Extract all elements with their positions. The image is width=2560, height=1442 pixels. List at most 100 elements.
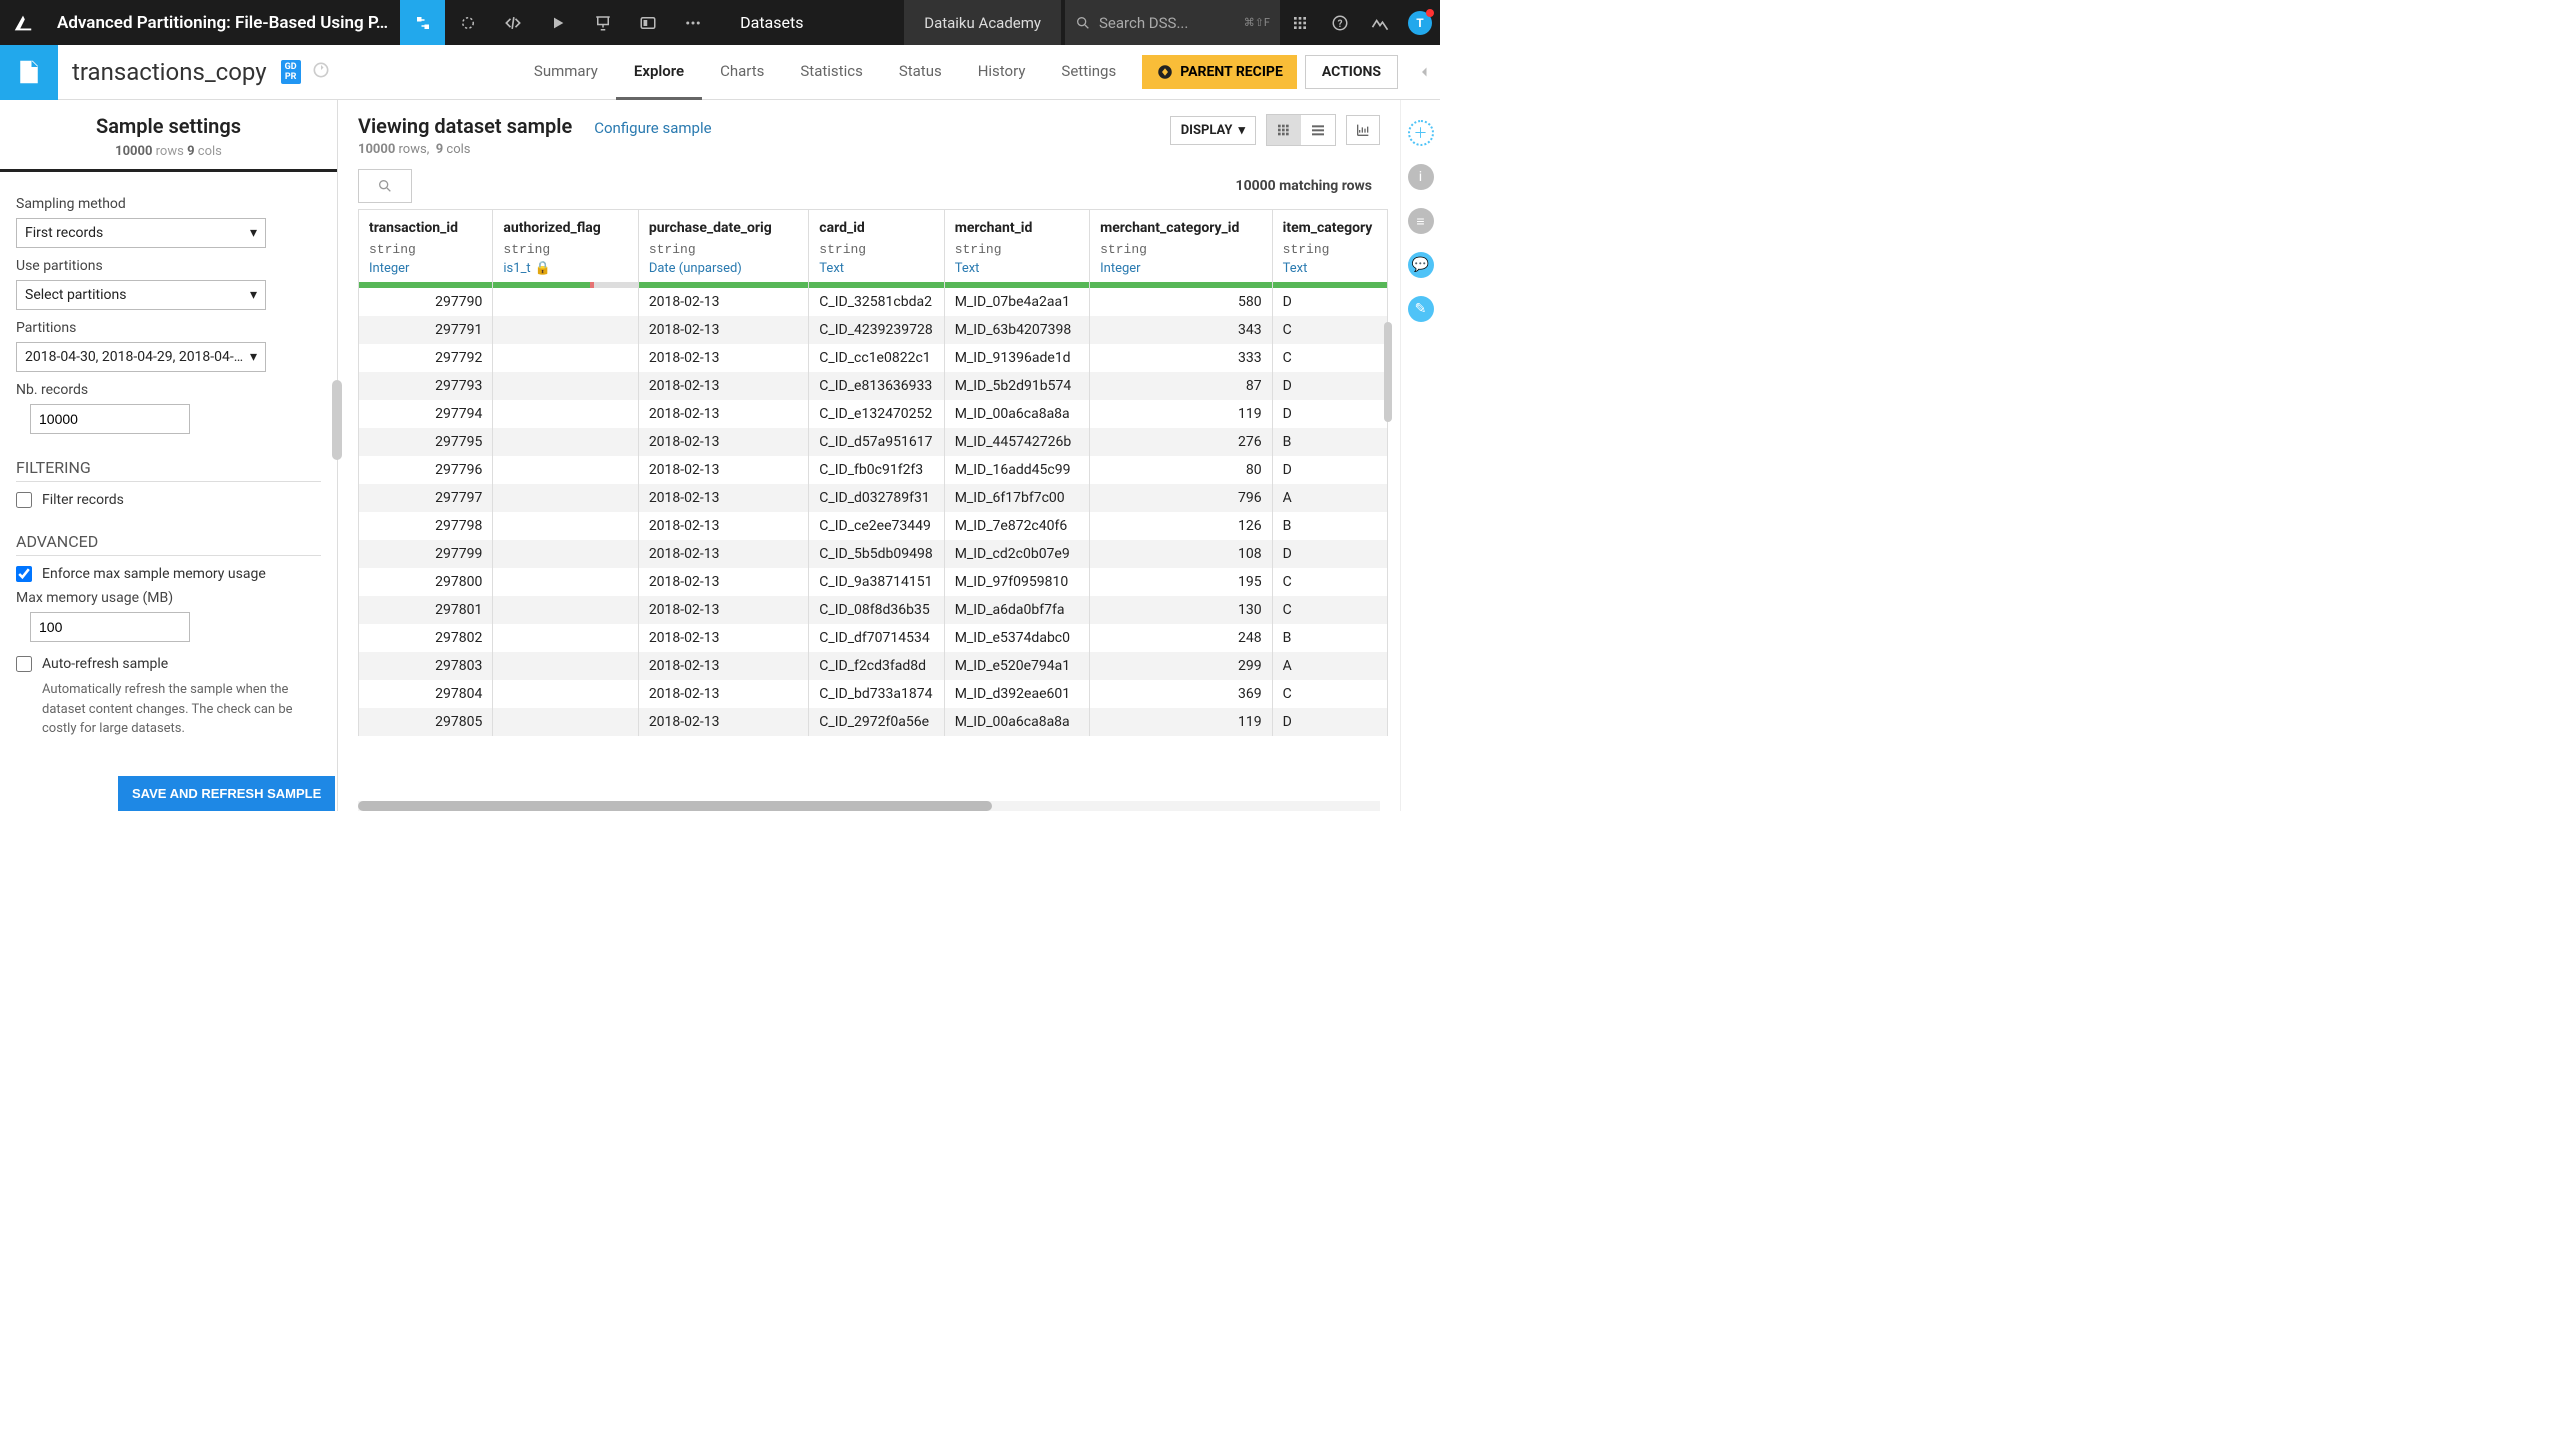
cell: 2018-02-13 [638,344,808,372]
tab-history[interactable]: History [960,45,1044,100]
cell: 126 [1090,512,1273,540]
table-row[interactable]: 2977962018-02-13C_ID_fb0c91f2f3M_ID_16ad… [359,456,1388,484]
display-button[interactable]: DISPLAY▾ [1170,116,1256,145]
col-header[interactable]: merchant_category_id [1090,210,1273,241]
col-meaning[interactable]: Text [944,259,1089,282]
table-row[interactable]: 2978042018-02-13C_ID_bd733a1874M_ID_d392… [359,680,1388,708]
rail-chat-icon[interactable]: 💬 [1408,252,1434,278]
list-view-icon[interactable] [1301,115,1335,145]
nb-records-input[interactable] [30,404,190,434]
configure-sample-link[interactable]: Configure sample [594,119,711,137]
save-refresh-button[interactable]: SAVE AND REFRESH SAMPLE [118,776,335,811]
enforce-mem-checkbox[interactable]: Enforce max sample memory usage [16,566,321,582]
table-row[interactable]: 2978002018-02-13C_ID_9a38714151M_ID_97f0… [359,568,1388,596]
run-icon[interactable] [535,0,580,45]
use-partitions-select[interactable]: Select partitions▾ [16,280,266,310]
col-type: string [944,240,1089,259]
table-row[interactable]: 2978022018-02-13C_ID_df70714534M_ID_e537… [359,624,1388,652]
dashboard-icon[interactable] [625,0,670,45]
col-meaning[interactable]: Integer [359,259,493,282]
academy-button[interactable]: Dataiku Academy [904,0,1061,45]
cell: 297799 [359,540,493,568]
col-header[interactable]: item_category [1272,210,1387,241]
filter-records-checkbox[interactable]: Filter records [16,492,321,508]
cell [493,596,638,624]
vertical-scrollbar[interactable] [1384,322,1392,422]
help-icon[interactable]: ? [1320,0,1360,45]
auto-refresh-checkbox[interactable]: Auto-refresh sample [16,656,321,672]
col-header[interactable]: merchant_id [944,210,1089,241]
table-view-icon[interactable] [1267,115,1301,145]
cell: 2018-02-13 [638,372,808,400]
table-row[interactable]: 2978032018-02-13C_ID_f2cd3fad8dM_ID_e520… [359,652,1388,680]
tab-explore[interactable]: Explore [616,45,702,100]
activity-icon[interactable] [1360,0,1400,45]
cell: C_ID_ce2ee73449 [809,512,944,540]
tab-summary[interactable]: Summary [516,45,616,100]
cell [493,624,638,652]
app-logo[interactable] [0,0,45,45]
table-row[interactable]: 2978012018-02-13C_ID_08f8d36b35M_ID_a6da… [359,596,1388,624]
col-header[interactable]: authorized_flag [493,210,638,241]
cell: 297801 [359,596,493,624]
flow-icon[interactable] [400,0,445,45]
col-meaning[interactable]: Integer [1090,259,1273,282]
collapse-right-icon[interactable] [1410,63,1440,81]
col-header[interactable]: transaction_id [359,210,493,241]
col-meaning[interactable]: Text [1272,259,1387,282]
table-row[interactable]: 2977992018-02-13C_ID_5b5db09498M_ID_cd2c… [359,540,1388,568]
more-icon[interactable] [670,0,715,45]
rail-info-icon[interactable]: i [1408,164,1434,190]
actions-button[interactable]: ACTIONS [1305,55,1398,89]
table-row[interactable]: 2977912018-02-13C_ID_4239239728M_ID_63b4… [359,316,1388,344]
chart-view-icon[interactable] [1346,115,1380,145]
cell [493,708,638,736]
code-icon[interactable] [490,0,535,45]
nav-label-datasets[interactable]: Datasets [715,13,828,32]
user-avatar[interactable]: T [1400,0,1440,45]
cell: D [1272,540,1387,568]
parent-recipe-button[interactable]: PARENT RECIPE [1142,55,1297,89]
global-search[interactable]: Search DSS... ⌘⇧F [1065,0,1280,45]
cell: 2018-02-13 [638,428,808,456]
col-header[interactable]: purchase_date_orig [638,210,808,241]
rail-edit-icon[interactable]: ✎ [1408,296,1434,322]
horizontal-scrollbar[interactable] [358,801,1380,811]
tab-statistics[interactable]: Statistics [782,45,880,100]
dataset-name[interactable]: transactions_copy [58,58,281,86]
circle-icon[interactable] [445,0,490,45]
tab-status[interactable]: Status [881,45,960,100]
sidebar-title: Sample settings [0,100,337,144]
cell: 87 [1090,372,1273,400]
content-heading: Viewing dataset sample [358,114,572,138]
col-meaning[interactable]: Date (unparsed) [638,259,808,282]
table-row[interactable]: 2977952018-02-13C_ID_d57a951617M_ID_4457… [359,428,1388,456]
rail-list-icon[interactable]: ≡ [1408,208,1434,234]
table-row[interactable]: 2977922018-02-13C_ID_cc1e0822c1M_ID_9139… [359,344,1388,372]
cell: 796 [1090,484,1273,512]
rail-add-icon[interactable]: ＋ [1408,120,1434,146]
table-row[interactable]: 2977972018-02-13C_ID_d032789f31M_ID_6f17… [359,484,1388,512]
table-row[interactable]: 2977932018-02-13C_ID_e813636933M_ID_5b2d… [359,372,1388,400]
max-mem-input[interactable] [30,612,190,642]
refresh-icon[interactable] [311,60,331,84]
project-title[interactable]: Advanced Partitioning: File-Based Using … [45,13,400,33]
gdpr-badge[interactable]: GD PR [281,60,301,84]
apps-icon[interactable] [1280,0,1320,45]
tab-charts[interactable]: Charts [702,45,782,100]
partitions-select[interactable]: 2018-04-30, 2018-04-29, 2018-04-28,▾ [16,342,266,372]
col-header[interactable]: card_id [809,210,944,241]
partitions-label: Partitions [16,320,321,336]
table-row[interactable]: 2978052018-02-13C_ID_2972f0a56eM_ID_00a6… [359,708,1388,736]
table-row[interactable]: 2977982018-02-13C_ID_ce2ee73449M_ID_7e87… [359,512,1388,540]
tab-settings[interactable]: Settings [1043,45,1134,100]
cell [493,540,638,568]
table-row[interactable]: 2977942018-02-13C_ID_e132470252M_ID_00a6… [359,400,1388,428]
table-search-button[interactable] [358,169,412,203]
cell [493,288,638,316]
table-row[interactable]: 2977902018-02-13C_ID_32581cbda2M_ID_07be… [359,288,1388,316]
col-meaning[interactable]: Text [809,259,944,282]
sampling-method-select[interactable]: First records▾ [16,218,266,248]
presentation-icon[interactable] [580,0,625,45]
col-meaning[interactable]: is1_t🔒 [493,259,638,282]
